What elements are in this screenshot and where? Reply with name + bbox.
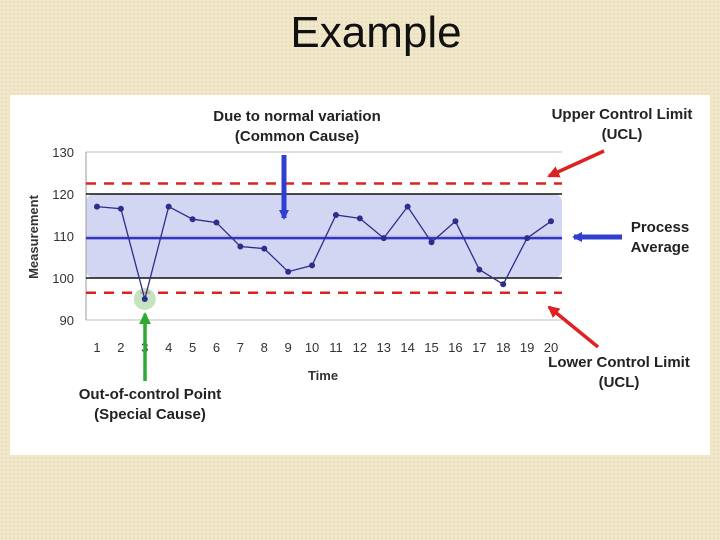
x-tick-label: 12 (353, 340, 367, 355)
y-axis-label: Measurement (26, 194, 41, 278)
data-point (213, 219, 220, 226)
x-tick-label: 15 (424, 340, 438, 355)
x-tick-label: 9 (285, 340, 292, 355)
annotation-lcl: Lower Control Limit (548, 354, 690, 371)
data-point (452, 218, 459, 225)
data-point (165, 203, 172, 210)
x-tick-label: 18 (496, 340, 510, 355)
y-tick-label: 130 (52, 145, 74, 160)
data-point (141, 296, 148, 302)
annotation-ucl: Upper Control Limit (552, 106, 693, 123)
annotation-out-of-control: Out-of-control Point (79, 386, 221, 403)
x-tick-label: 14 (400, 340, 414, 355)
annotation-process-average: Process (631, 219, 689, 236)
x-tick-label: 17 (472, 340, 486, 355)
annotation-lcl: (UCL) (599, 374, 640, 391)
slide-title: Example (290, 8, 462, 57)
y-tick-label: 100 (52, 271, 74, 286)
data-point (380, 235, 387, 242)
data-point (332, 212, 339, 218)
x-tick-label: 11 (329, 340, 343, 355)
data-point (428, 239, 435, 246)
annotation-normal-variation: (Common Cause) (235, 128, 359, 145)
x-tick-label: 20 (544, 340, 558, 355)
annotation-ucl: (UCL) (602, 126, 643, 143)
x-tick-label: 19 (520, 340, 534, 355)
y-tick-label: 90 (60, 313, 74, 328)
x-tick-label: 10 (305, 340, 319, 355)
measurement-series-line (96, 205, 552, 302)
data-point (117, 205, 124, 212)
x-tick-label: 8 (261, 340, 268, 355)
data-point (500, 281, 507, 288)
data-point (548, 218, 554, 225)
x-tick-label: 1 (93, 340, 100, 355)
arrow-ucl (547, 149, 605, 178)
data-point (524, 235, 531, 242)
data-point (237, 243, 244, 250)
y-tick-label: 110 (53, 229, 74, 244)
x-tick-label: 13 (377, 340, 391, 355)
data-point (189, 216, 196, 223)
x-tick-label: 6 (213, 340, 220, 355)
data-point (309, 262, 316, 269)
x-tick-label: 5 (189, 340, 196, 355)
data-point (404, 203, 411, 210)
data-point (356, 215, 363, 222)
x-tick-label: 2 (117, 340, 124, 355)
annotation-normal-variation: Due to normal variation (213, 108, 381, 125)
annotation-out-of-control: (Special Cause) (94, 406, 206, 423)
arrow-lcl (547, 305, 600, 349)
x-tick-label: 4 (165, 340, 172, 355)
x-tick-label: 7 (237, 340, 244, 355)
data-point (94, 203, 100, 210)
data-point (476, 266, 483, 273)
data-point (261, 245, 268, 252)
x-tick-label: 16 (448, 340, 462, 355)
data-point (285, 268, 292, 275)
x-axis-label: Time (308, 368, 338, 383)
y-tick-label: 120 (52, 187, 74, 202)
annotation-process-average: Average (631, 239, 690, 256)
